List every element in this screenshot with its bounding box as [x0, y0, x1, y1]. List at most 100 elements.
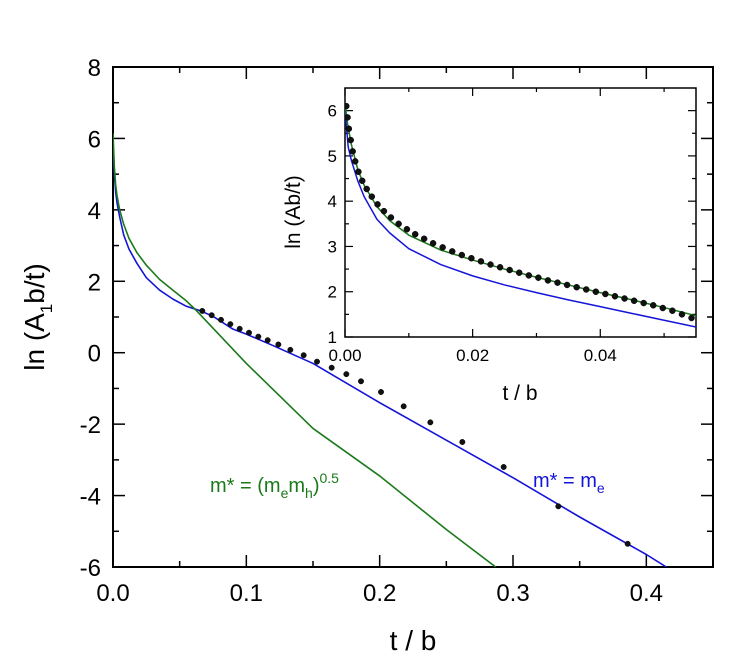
- main-data-point: [287, 346, 294, 353]
- main-data-point: [358, 378, 364, 385]
- inset-data-point: [429, 240, 437, 247]
- main-y-tick-label: -4: [80, 484, 101, 511]
- main-x-ticks: [112, 67, 648, 567]
- main-x-tick-label: 0.2: [363, 580, 396, 607]
- main-series: [113, 133, 667, 567]
- inset-data-point: [345, 102, 350, 110]
- main-data-point: [555, 503, 562, 510]
- main-x-tick-label: 0.0: [96, 580, 129, 607]
- inset-data-point: [554, 279, 561, 286]
- inset-x-tick-labels: 0.00 0.02 0.04: [328, 346, 616, 365]
- inset-data-point: [582, 286, 590, 293]
- inset-data-point: [535, 274, 542, 281]
- inset-data-point: [368, 193, 376, 200]
- main-y-tick-label: -6: [80, 555, 101, 582]
- inset-y-tick-label: 3: [328, 237, 337, 256]
- main-data-point: [227, 321, 234, 328]
- inset-y-tick-label: 1: [328, 328, 337, 347]
- main-data-point: [300, 352, 307, 359]
- main-y-tick-label: -2: [80, 412, 101, 439]
- inset-data-point: [630, 297, 638, 305]
- inset-x-tick-label: 0.04: [584, 346, 617, 365]
- inset-data-point: [345, 114, 351, 121]
- inset-data-point: [355, 168, 362, 175]
- main-y-tick-label: 0: [88, 341, 101, 368]
- inset-data-point: [351, 158, 359, 165]
- inset-data-point: [387, 214, 395, 221]
- inset-data-point: [649, 302, 657, 309]
- main-plot: 0.0 0.1 0.2 0.3 0.4 -6 -4 -2 0 2 4 6 8 t / b ln (A1…: [19, 55, 714, 656]
- inset-data-point: [496, 264, 504, 271]
- inset-data-point: [477, 258, 485, 265]
- inset-plot-frame: [344, 87, 697, 338]
- inset-data-point: [380, 207, 388, 215]
- inset-data-point: [487, 261, 494, 268]
- main-x-tick-labels: 0.0 0.1 0.2 0.3 0.4: [96, 580, 663, 607]
- inset-plot: 0.00 0.02 0.04 1 2 3 4 5 6 t / b ln (Ab/t): [282, 87, 697, 405]
- inset-y-tick-label: 6: [328, 102, 337, 121]
- inset-y-tick-label: 4: [328, 192, 337, 211]
- inset-data-point: [439, 244, 446, 251]
- annotation-geometric-mass: m* = (memh)0.5: [210, 470, 339, 501]
- main-x-tick-label: 0.4: [630, 580, 663, 607]
- main-y-axis-label: ln (A1b/t): [19, 263, 56, 371]
- main-series-line-m-m-e-m-h-0-5: [113, 133, 497, 567]
- main-y-tick-label: 4: [88, 198, 101, 225]
- inset-x-ticks: [344, 88, 665, 337]
- main-x-tick-label: 0.1: [230, 580, 263, 607]
- inset-data-point: [640, 299, 647, 307]
- main-data-point: [218, 316, 224, 323]
- inset-x-tick-label: 0.02: [456, 346, 489, 365]
- main-data-point: [459, 439, 466, 445]
- main-y-tick-label: 6: [88, 126, 101, 153]
- inset-series-line-m-m-e: [345, 110, 696, 328]
- inset-data-point: [363, 185, 370, 193]
- inset-data-point: [573, 283, 580, 291]
- inset-data-point: [458, 251, 466, 259]
- inset-data-point: [611, 293, 619, 300]
- main-data-point: [264, 337, 271, 344]
- inset-data-point: [506, 266, 513, 274]
- inset-y-tick-label: 5: [328, 147, 337, 166]
- main-data-point: [343, 371, 350, 378]
- inset-data-point: [349, 148, 356, 155]
- inset-data-point: [678, 311, 686, 318]
- main-y-ticks: [113, 66, 713, 568]
- main-data-point: [255, 333, 262, 340]
- main-x-axis-label: t / b: [390, 625, 437, 656]
- main-y-tick-labels: -6 -4 -2 0 2 4 6 8: [80, 55, 101, 582]
- inset-data-point: [395, 220, 402, 228]
- inset-data-point: [602, 290, 609, 298]
- main-data-point: [500, 464, 507, 470]
- inset-data-point: [403, 226, 411, 233]
- main-series-line-m-m-e: [113, 141, 667, 567]
- inset-data-point: [345, 125, 353, 132]
- main-data-point: [208, 312, 215, 319]
- main-data-point: [328, 364, 335, 371]
- main-data-point: [246, 329, 252, 336]
- inset-data-point: [468, 254, 475, 262]
- main-data-point: [400, 403, 407, 410]
- main-data-point: [275, 341, 282, 348]
- inset-y-tick-label: 2: [328, 283, 337, 302]
- inset-x-tick-label: 0.00: [328, 346, 361, 365]
- inset-data-point: [669, 307, 676, 314]
- main-data-point: [378, 389, 384, 395]
- main-y-tick-label: 2: [88, 269, 101, 296]
- inset-data-point: [544, 277, 552, 284]
- inset-data-point: [515, 269, 523, 276]
- inset-data-points: [345, 102, 695, 322]
- inset-y-axis-label: ln (Ab/t): [282, 175, 305, 249]
- inset-data-point: [347, 136, 354, 144]
- inset-y-ticks: [345, 110, 696, 338]
- inset-y-tick-labels: 1 2 3 4 5 6: [328, 102, 337, 347]
- annotation-electron-mass: m* = me: [533, 470, 605, 496]
- main-data-point: [427, 419, 434, 426]
- inset-data-point: [592, 288, 600, 295]
- inset-data-point: [525, 272, 533, 279]
- main-data-points: [199, 307, 631, 547]
- inset-data-point: [411, 230, 419, 238]
- inset-data-point: [563, 281, 571, 289]
- main-y-tick-label: 8: [88, 55, 101, 82]
